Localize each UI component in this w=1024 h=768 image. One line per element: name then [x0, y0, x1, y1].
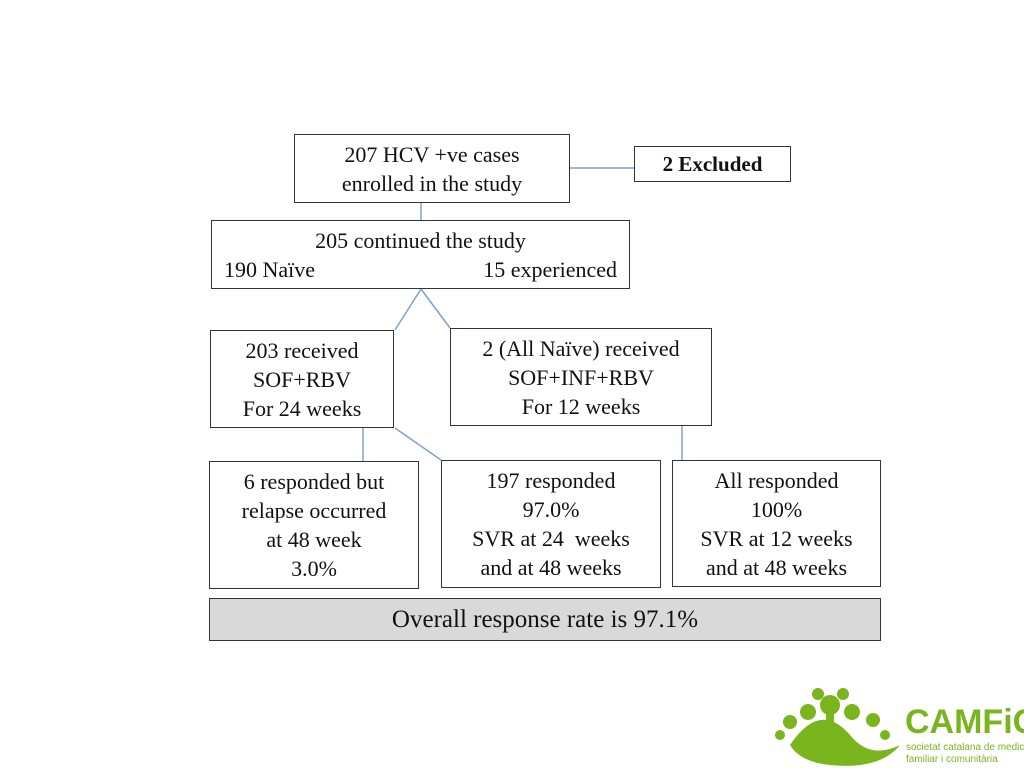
box-text: 2 (All Naïve) received	[482, 335, 680, 361]
box-text: 190 Naïve	[224, 256, 316, 282]
box-text: 97.0%	[522, 497, 580, 522]
flow-box: 2 Excluded	[634, 146, 791, 182]
box-text: 100%	[750, 496, 803, 522]
box-text: 207 HCV +ve cases	[344, 141, 520, 167]
flow-box: 6 responded but relapse occurred at 48 wee…	[209, 461, 419, 589]
connector	[394, 427, 442, 461]
box-text: 2 Excluded	[662, 151, 763, 176]
logo-tree	[775, 688, 900, 766]
flow-box: 2 (All Naïve) received SOF+INF+RBV For 12 …	[450, 328, 712, 426]
box-text: All responded	[714, 467, 839, 493]
connector	[394, 288, 422, 331]
flow-box: 207 HCV +ve cases enrolled in the study	[294, 134, 570, 203]
box-text: SVR at 12 weeks	[700, 525, 853, 551]
box-text: 197 responded	[486, 468, 616, 493]
box-text: For 24 weeks	[242, 395, 362, 421]
logo-subtitle: familiar i comunitària	[906, 754, 998, 765]
box-text: and at 48 weeks	[705, 554, 848, 580]
flow-box: 197 responded 97.0% SVR at 24 weeks and at …	[441, 460, 661, 588]
box-text: For 12 weeks	[521, 393, 641, 419]
box-text: 6 responded but	[243, 469, 385, 494]
flow-box: Overall response rate is 97.1%	[209, 598, 881, 641]
box-text: and at 48 weeks	[480, 555, 622, 580]
box-text: relapse occurred	[241, 498, 387, 523]
box-text: enrolled in the study	[341, 170, 523, 196]
box-text: 15 experienced	[483, 256, 617, 282]
box-text: SOF+INF+RBV	[508, 364, 654, 390]
box-text: Overall response rate is 97.1%	[391, 606, 699, 633]
flow-box: 203 received SOF+RBV For 24 weeks	[210, 330, 394, 428]
box-text: 205 continued the study	[315, 227, 526, 253]
logo-name: CAMFiC	[905, 703, 1024, 741]
box-row: 190 Naïve 15 experienced	[212, 255, 629, 284]
box-text: 3.0%	[291, 556, 337, 581]
box-text: SVR at 24 weeks	[472, 526, 630, 551]
box-text: SOF+RBV	[252, 366, 351, 392]
flow-box: 205 continued the study 190 Naïve 15 exper…	[211, 220, 630, 289]
box-text: 203 received	[245, 337, 359, 363]
logo-subtitle: societat catalana de medicina	[906, 742, 1024, 753]
flow-box: All responded 100% SVR at 12 weeks and at 4…	[672, 460, 881, 587]
connector	[420, 288, 451, 329]
box-text: at 48 week	[266, 527, 362, 552]
